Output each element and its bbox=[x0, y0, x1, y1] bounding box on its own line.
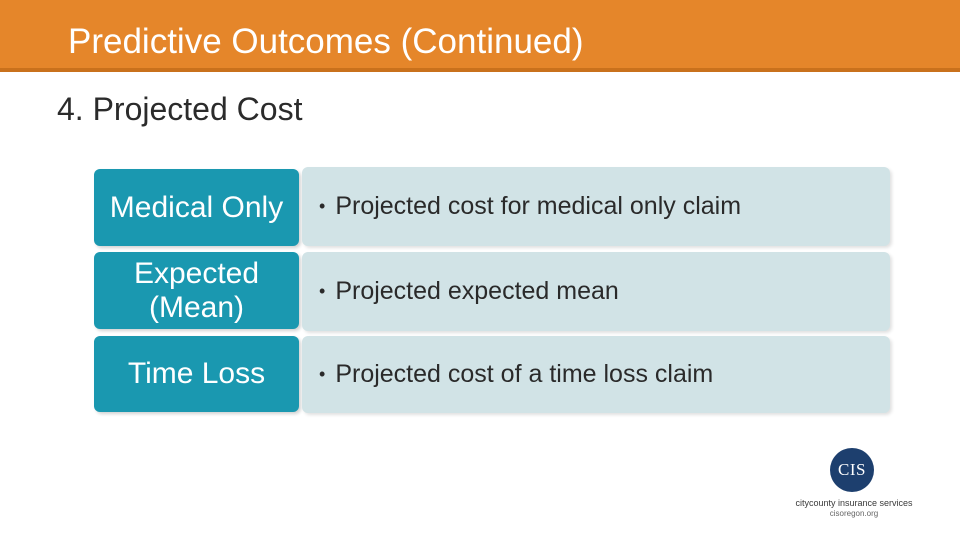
description-text: Projected cost for medical only claim bbox=[335, 192, 742, 220]
row-label-expected-mean: Expected (Mean) bbox=[94, 252, 299, 329]
bullet-icon: • bbox=[319, 196, 326, 216]
row-description-medical-only: • Projected cost for medical only claim bbox=[302, 167, 890, 246]
logo-circle-icon: CIS bbox=[830, 448, 874, 492]
cis-logo: CIS citycounty insurance services cisore… bbox=[790, 448, 920, 520]
bullet-icon: • bbox=[319, 281, 326, 301]
header-bar: Predictive Outcomes (Continued) bbox=[0, 0, 960, 72]
section-subtitle: 4. Projected Cost bbox=[57, 91, 303, 127]
row-label-medical-only: Medical Only bbox=[94, 169, 299, 246]
logo-url: cisoregon.org bbox=[829, 509, 879, 518]
description-text: Projected expected mean bbox=[335, 277, 619, 305]
bullet-icon: • bbox=[319, 364, 326, 384]
row-label-time-loss: Time Loss bbox=[94, 336, 299, 412]
logo-name: citycounty insurance services bbox=[795, 498, 913, 508]
row-description-time-loss: • Projected cost of a time loss claim bbox=[302, 336, 890, 413]
description-text: Projected cost of a time loss claim bbox=[335, 360, 714, 388]
slide-title: Predictive Outcomes (Continued) bbox=[68, 22, 584, 61]
row-description-expected-mean: • Projected expected mean bbox=[302, 252, 890, 331]
